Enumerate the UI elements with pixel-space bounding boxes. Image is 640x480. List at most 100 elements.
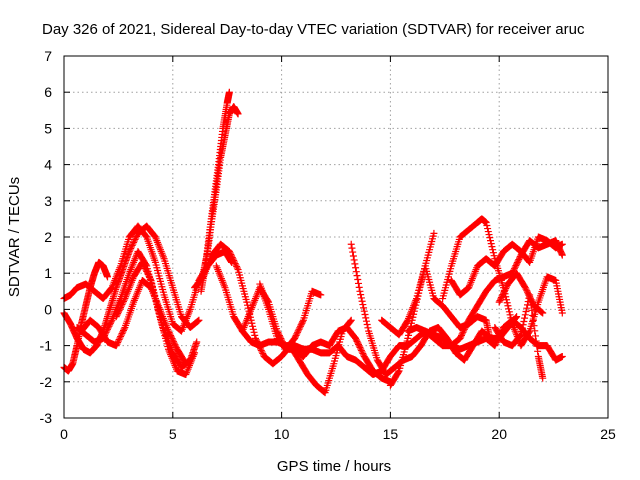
data-point <box>191 349 199 357</box>
data-point <box>114 310 122 318</box>
data-point <box>102 328 110 336</box>
y-tick-label: -1 <box>40 338 53 354</box>
data-point <box>558 240 566 248</box>
data-point <box>114 337 122 345</box>
data-point <box>407 319 415 327</box>
data-point <box>504 302 512 310</box>
data-point <box>348 244 356 252</box>
data-point <box>233 264 241 272</box>
data-point <box>353 272 361 280</box>
data-point <box>106 319 114 327</box>
data-point <box>506 311 514 319</box>
x-tick-label: 10 <box>274 426 290 442</box>
data-point <box>226 249 234 257</box>
data-point <box>352 336 360 344</box>
data-point <box>143 269 151 277</box>
data-point <box>120 325 128 333</box>
data-point <box>520 317 528 325</box>
data-point <box>463 321 471 329</box>
data-point <box>127 243 135 251</box>
data-point <box>512 262 520 270</box>
series-arc-13 <box>347 240 521 379</box>
data-point <box>117 302 125 310</box>
data-point <box>498 292 506 300</box>
data-point <box>503 299 511 307</box>
data-point <box>249 322 257 330</box>
chart-title: Day 326 of 2021, Sidereal Day-to-day VTE… <box>42 21 585 38</box>
data-point <box>251 331 259 339</box>
data-point <box>460 327 468 335</box>
data-point <box>523 304 531 312</box>
data-point <box>490 252 498 260</box>
data-point <box>148 282 156 290</box>
y-tick-label: 7 <box>44 48 52 64</box>
data-point <box>193 338 201 346</box>
data-point <box>460 325 468 333</box>
data-point <box>410 307 418 315</box>
data-point <box>347 317 355 325</box>
data-point <box>412 301 420 309</box>
data-point <box>459 328 467 336</box>
data-point <box>362 314 370 322</box>
data-point <box>150 289 158 297</box>
data-point <box>294 327 302 335</box>
data-point <box>528 306 536 314</box>
series-arc-20 <box>495 269 547 317</box>
data-point <box>457 331 465 339</box>
data-point <box>142 232 150 240</box>
data-point <box>518 324 526 332</box>
data-point <box>525 328 533 336</box>
data-point <box>558 309 566 317</box>
y-axis-label: SDTVAR / TECUs <box>6 177 23 297</box>
data-point <box>413 298 421 306</box>
data-point <box>359 349 367 357</box>
data-point <box>501 286 509 294</box>
data-point <box>225 88 233 96</box>
data-point <box>146 275 154 283</box>
data-point <box>538 308 546 316</box>
data-point <box>126 246 134 254</box>
data-point <box>231 260 239 268</box>
data-point <box>456 334 464 342</box>
data-point <box>499 291 507 299</box>
data-point <box>291 333 299 341</box>
data-point <box>106 321 114 329</box>
data-point <box>349 248 357 256</box>
data-point <box>352 264 360 272</box>
data-point <box>99 334 107 342</box>
data-point <box>166 330 174 338</box>
data-point <box>364 324 372 332</box>
data-point <box>152 298 160 306</box>
y-tick-label: 1 <box>44 265 52 281</box>
data-point <box>531 332 539 340</box>
data-point <box>529 317 537 325</box>
data-point <box>531 327 539 335</box>
data-point <box>140 261 148 269</box>
data-points <box>60 88 566 397</box>
data-point <box>138 258 146 266</box>
data-point <box>521 284 529 292</box>
series-arc-19 <box>491 291 547 382</box>
data-point <box>508 317 516 325</box>
series-arc-15 <box>386 262 494 389</box>
data-point <box>527 296 535 304</box>
data-point <box>194 317 202 325</box>
data-point <box>502 285 510 293</box>
data-point <box>489 249 497 257</box>
data-point <box>483 222 491 230</box>
data-point <box>354 279 362 287</box>
y-tick-label: 4 <box>44 157 52 173</box>
data-point <box>151 295 159 303</box>
data-point <box>514 257 522 265</box>
data-point <box>522 308 530 316</box>
data-point <box>113 311 121 319</box>
data-point <box>359 301 367 309</box>
data-point <box>249 325 257 333</box>
data-point <box>147 276 155 284</box>
data-point <box>357 345 365 353</box>
data-point <box>516 332 524 340</box>
series-arc-3 <box>60 222 203 357</box>
data-point <box>144 270 152 278</box>
data-point <box>410 310 418 318</box>
data-point <box>356 287 364 295</box>
